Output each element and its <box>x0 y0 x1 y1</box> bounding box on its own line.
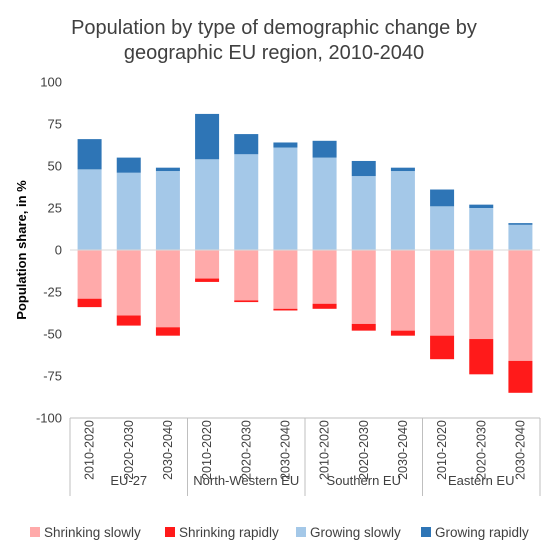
x-tick-label: 2030-2040 <box>396 420 410 480</box>
y-tick-label: -75 <box>43 369 62 384</box>
x-tick-label: 2010-2020 <box>435 420 449 480</box>
bar-growing-slowly <box>234 154 259 250</box>
y-tick-label: 25 <box>48 201 62 216</box>
bar-shrinking-slowly <box>390 250 415 331</box>
legend-swatch <box>296 527 306 537</box>
y-tick-label: 50 <box>48 159 62 174</box>
bar-growing-rapidly <box>430 189 455 207</box>
x-tick-label: 2020-2030 <box>474 420 488 480</box>
bar-shrinking-rapidly <box>116 315 141 326</box>
x-group-label: EU-27 <box>110 473 147 488</box>
bar-shrinking-rapidly <box>351 323 376 331</box>
bar-growing-slowly <box>508 224 533 250</box>
bar-growing-slowly <box>390 171 415 250</box>
legend: Shrinking slowly Shrinking rapidly Growing… <box>30 525 529 540</box>
bar-growing-rapidly <box>77 139 102 170</box>
bar-growing-slowly <box>195 159 220 250</box>
bars <box>70 113 540 393</box>
bar-shrinking-slowly <box>273 250 298 309</box>
bar-growing-rapidly <box>234 134 259 155</box>
y-axis-label: Population share, in % <box>14 180 29 320</box>
bar-shrinking-slowly <box>508 250 533 361</box>
bar-growing-rapidly <box>508 223 533 225</box>
x-tick-label: 2010-2020 <box>83 420 97 480</box>
x-tick-label: 2020-2030 <box>239 420 253 480</box>
bar-growing-slowly <box>155 171 180 250</box>
x-group-label: North-Western EU <box>193 473 299 488</box>
bar-growing-rapidly <box>351 160 376 177</box>
bar-growing-rapidly <box>390 167 415 172</box>
bar-shrinking-rapidly <box>195 278 220 282</box>
legend-label: Growing rapidly <box>435 525 529 540</box>
bar-growing-rapidly <box>155 167 180 172</box>
y-tick-label: -25 <box>43 285 62 300</box>
bar-shrinking-rapidly <box>234 300 259 303</box>
bar-growing-slowly <box>312 157 337 250</box>
bar-growing-rapidly <box>116 157 141 173</box>
bar-shrinking-rapidly <box>430 335 455 360</box>
x-tick-label: 2010-2020 <box>200 420 214 480</box>
bar-shrinking-rapidly <box>469 339 494 375</box>
bar-growing-slowly <box>430 206 455 250</box>
bar-growing-rapidly <box>195 113 220 160</box>
bar-shrinking-slowly <box>351 250 376 324</box>
y-tick-label: 100 <box>40 75 62 90</box>
x-axis: 2010-2020 2020-2030 2030-2040 EU-27 2010-202… <box>69 417 541 496</box>
x-tick-label: 2030-2040 <box>513 420 527 480</box>
bar-shrinking-slowly <box>195 250 220 279</box>
x-tick-label: 2010-2020 <box>318 420 332 480</box>
y-tick-label: -50 <box>43 327 62 342</box>
x-group-label: Southern EU <box>327 473 401 488</box>
bar-shrinking-slowly <box>430 250 455 336</box>
y-tick-label: 75 <box>48 117 62 132</box>
bar-growing-rapidly <box>469 204 494 208</box>
bar-growing-slowly <box>77 169 102 250</box>
x-tick-label: 2030-2040 <box>161 420 175 480</box>
bar-shrinking-rapidly <box>273 308 298 311</box>
bar-growing-slowly <box>351 176 376 250</box>
bar-shrinking-slowly <box>77 250 102 299</box>
bar-shrinking-slowly <box>469 250 494 340</box>
legend-swatch <box>165 527 175 537</box>
y-tick-label: -100 <box>36 411 62 426</box>
bar-growing-rapidly <box>312 140 337 158</box>
bar-shrinking-slowly <box>116 250 141 316</box>
x-group-label: Eastern EU <box>448 473 514 488</box>
bar-shrinking-rapidly <box>390 330 415 336</box>
bar-growing-rapidly <box>273 142 298 148</box>
x-tick-label: 2020-2030 <box>122 420 136 480</box>
bar-shrinking-rapidly <box>155 327 180 336</box>
x-tick-label: 2030-2040 <box>278 420 292 480</box>
bar-shrinking-slowly <box>155 250 180 328</box>
chart-title-line: Population by type of demographic change… <box>71 17 477 39</box>
chart-title: Population by type of demographic change… <box>71 17 477 64</box>
bar-shrinking-slowly <box>234 250 259 301</box>
bar-shrinking-rapidly <box>508 360 533 393</box>
bar-shrinking-rapidly <box>312 303 337 309</box>
bar-growing-slowly <box>116 172 141 250</box>
bar-shrinking-slowly <box>312 250 337 304</box>
bar-growing-slowly <box>273 147 298 250</box>
legend-swatch <box>421 527 431 537</box>
legend-label: Growing slowly <box>310 525 401 540</box>
bar-shrinking-rapidly <box>77 298 102 308</box>
chart-title-line: geographic EU region, 2010-2040 <box>124 42 424 64</box>
legend-label: Shrinking slowly <box>44 525 141 540</box>
y-tick-label: 0 <box>55 243 62 258</box>
y-axis: 100 75 50 25 0 -25 -50 -75 -100 Population share,… <box>14 75 62 426</box>
legend-label: Shrinking rapidly <box>179 525 279 540</box>
bar-growing-slowly <box>469 208 494 250</box>
x-tick-label: 2020-2030 <box>357 420 371 480</box>
legend-swatch <box>30 527 40 537</box>
